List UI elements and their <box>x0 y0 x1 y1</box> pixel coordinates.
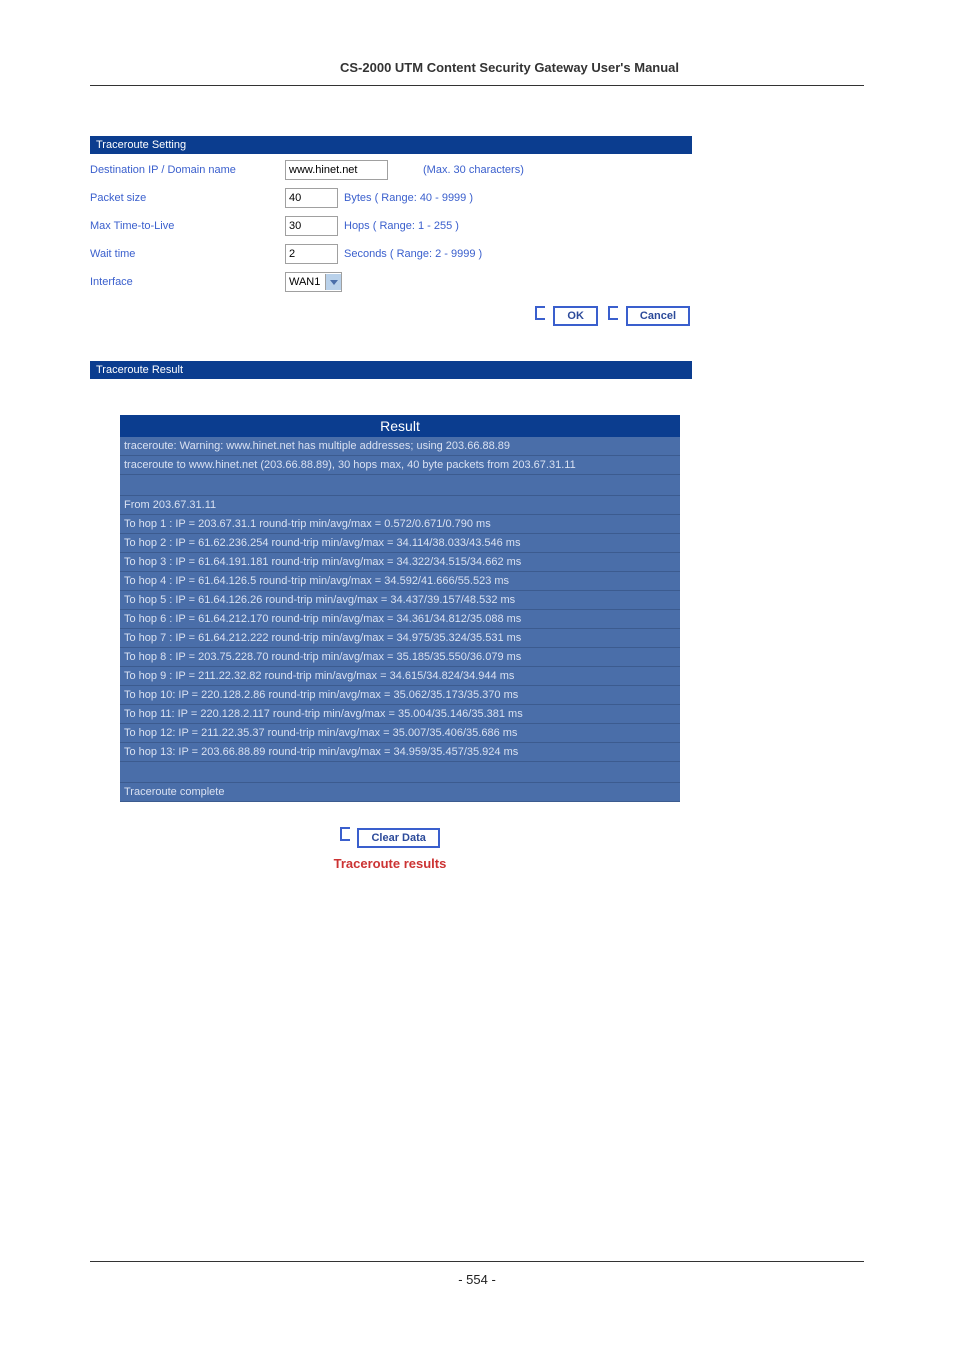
hint-ttl: Hops ( Range: 1 - 255 ) <box>344 220 459 232</box>
result-row: To hop 12: IP = 211.22.35.37 round-trip … <box>120 724 680 743</box>
row-wait: Wait time Seconds ( Range: 2 - 9999 ) <box>90 244 864 264</box>
label-destination: Destination IP / Domain name <box>90 164 285 176</box>
result-row: To hop 13: IP = 203.66.88.89 round-trip … <box>120 743 680 762</box>
clear-data-button[interactable]: Clear Data <box>357 828 439 848</box>
result-row: To hop 10: IP = 220.128.2.86 round-trip … <box>120 686 680 705</box>
input-destination[interactable] <box>285 160 388 180</box>
label-interface: Interface <box>90 276 285 288</box>
result-row: To hop 2 : IP = 61.62.236.254 round-trip… <box>120 534 680 553</box>
button-tick-clear <box>340 827 350 841</box>
ok-button[interactable]: OK <box>553 306 598 326</box>
chevron-down-icon <box>325 274 341 290</box>
result-row: traceroute: Warning: www.hinet.net has m… <box>120 437 680 456</box>
result-row: To hop 1 : IP = 203.67.31.1 round-trip m… <box>120 515 680 534</box>
label-ttl: Max Time-to-Live <box>90 220 285 232</box>
traceroute-setting-title: Traceroute Setting <box>90 136 692 154</box>
hint-wait: Seconds ( Range: 2 - 9999 ) <box>344 248 482 260</box>
hint-packet-size: Bytes ( Range: 40 - 9999 ) <box>344 192 473 204</box>
select-interface[interactable]: WAN1 <box>285 272 342 292</box>
select-interface-value: WAN1 <box>286 276 323 288</box>
result-row: To hop 9 : IP = 211.22.32.82 round-trip … <box>120 667 680 686</box>
button-tick-ok <box>535 306 545 320</box>
result-row <box>120 475 680 496</box>
row-interface: Interface WAN1 <box>90 272 864 292</box>
input-packet-size[interactable] <box>285 188 338 208</box>
buttons-row: OK Cancel <box>90 306 690 326</box>
row-ttl: Max Time-to-Live Hops ( Range: 1 - 255 ) <box>90 216 864 236</box>
result-row: traceroute to www.hinet.net (203.66.88.8… <box>120 456 680 475</box>
input-ttl[interactable] <box>285 216 338 236</box>
row-destination: Destination IP / Domain name (Max. 30 ch… <box>90 160 864 180</box>
result-row: To hop 8 : IP = 203.75.228.70 round-trip… <box>120 648 680 667</box>
result-row: To hop 3 : IP = 61.64.191.181 round-trip… <box>120 553 680 572</box>
result-row: To hop 5 : IP = 61.64.126.26 round-trip … <box>120 591 680 610</box>
cancel-button[interactable]: Cancel <box>626 306 690 326</box>
result-table: Result traceroute: Warning: www.hinet.ne… <box>120 415 864 802</box>
figure-caption: Traceroute results <box>90 856 690 871</box>
label-wait: Wait time <box>90 248 285 260</box>
button-tick-cancel <box>608 306 618 320</box>
result-row: To hop 6 : IP = 61.64.212.170 round-trip… <box>120 610 680 629</box>
result-row: Traceroute complete <box>120 783 680 802</box>
label-packet-size: Packet size <box>90 192 285 204</box>
page-number: - 554 - <box>90 1251 864 1287</box>
result-row: To hop 11: IP = 220.128.2.117 round-trip… <box>120 705 680 724</box>
result-header: Result <box>120 415 680 437</box>
result-row: From 203.67.31.11 <box>120 496 680 515</box>
hint-destination: (Max. 30 characters) <box>423 164 524 176</box>
traceroute-result-title: Traceroute Result <box>90 361 692 379</box>
input-wait[interactable] <box>285 244 338 264</box>
row-packet-size: Packet size Bytes ( Range: 40 - 9999 ) <box>90 188 864 208</box>
result-row: To hop 4 : IP = 61.64.126.5 round-trip m… <box>120 572 680 591</box>
result-row <box>120 762 680 783</box>
page-header: CS-2000 UTM Content Security Gateway Use… <box>90 60 864 86</box>
result-row: To hop 7 : IP = 61.64.212.222 round-trip… <box>120 629 680 648</box>
